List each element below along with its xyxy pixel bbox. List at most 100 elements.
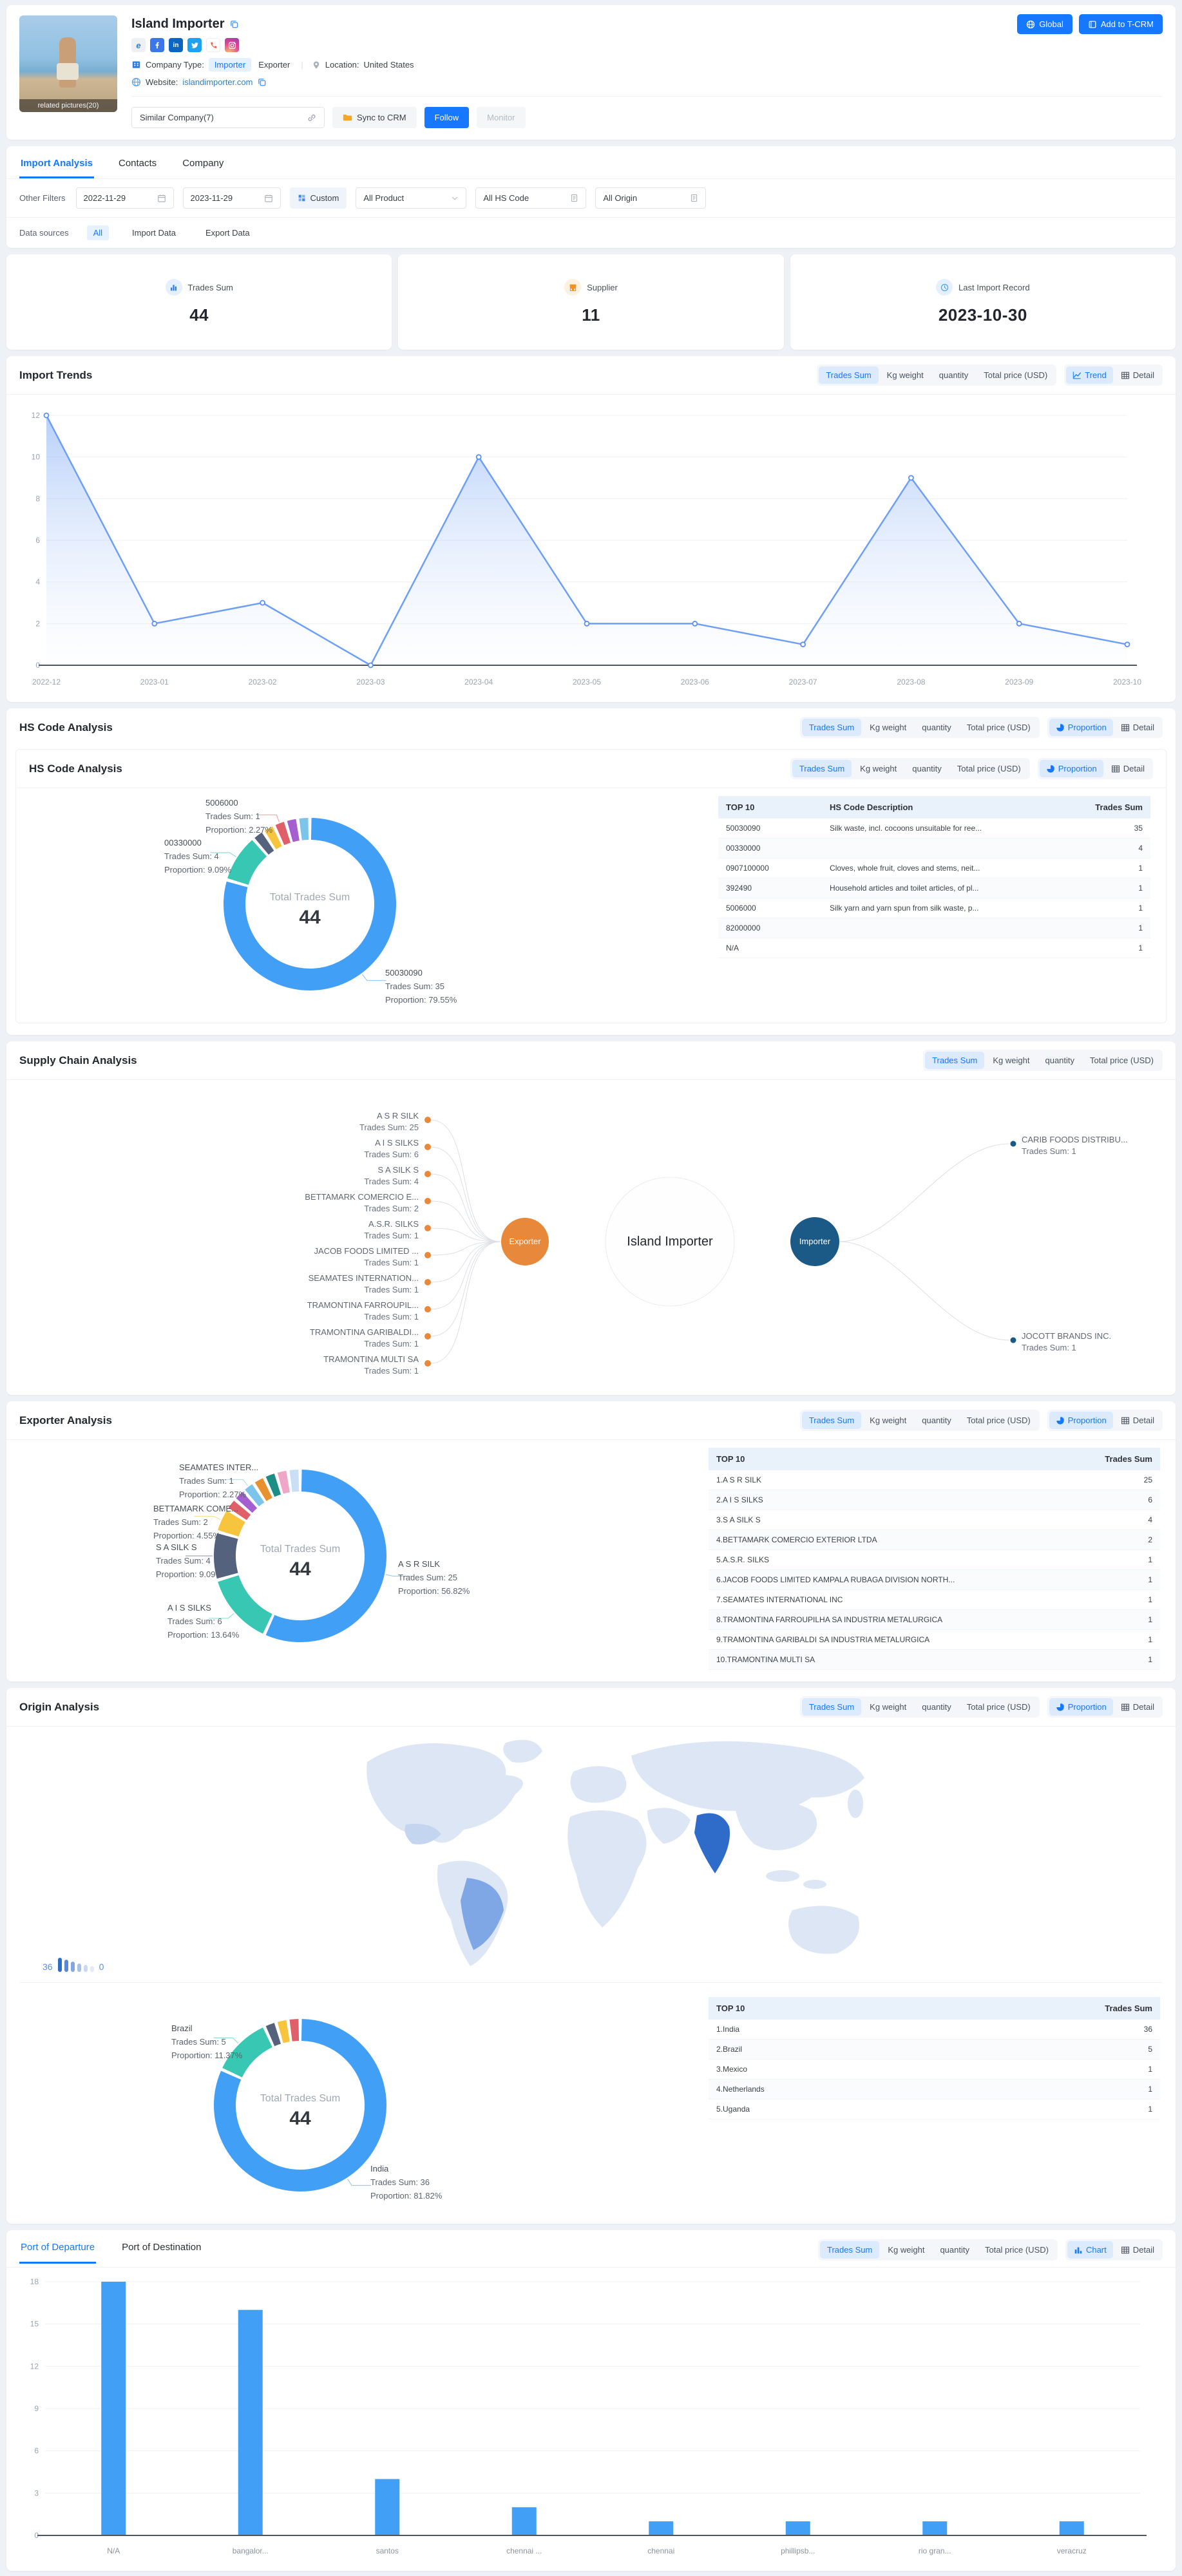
metric-trades-sum[interactable]: Trades Sum xyxy=(801,1698,862,1716)
metric-kg-weight[interactable]: Kg weight xyxy=(853,760,904,777)
metric-total-price-usd-[interactable]: Total price (USD) xyxy=(960,1412,1038,1429)
metric-total-price-usd-[interactable]: Total price (USD) xyxy=(978,2241,1056,2259)
view-toggle-group: Proportion Detail xyxy=(1037,758,1153,779)
phone-icon[interactable] xyxy=(206,38,220,52)
svg-text:8: 8 xyxy=(35,494,40,503)
tab-port-of-destination[interactable]: Port of Destination xyxy=(122,2242,202,2253)
company-photo[interactable]: related pictures(20) xyxy=(19,15,117,112)
related-pictures-caption[interactable]: related pictures(20) xyxy=(19,99,117,112)
metric-total-price-usd-[interactable]: Total price (USD) xyxy=(960,1698,1038,1716)
facebook-icon[interactable] xyxy=(150,38,164,52)
view-detail-button[interactable]: Detail xyxy=(1114,366,1161,384)
donut-label-name: 50030090 xyxy=(385,968,423,978)
copy-icon[interactable] xyxy=(229,19,239,29)
view-toggle-group: Proportion Detail xyxy=(1047,1696,1163,1718)
metric-trades-sum[interactable]: Trades Sum xyxy=(925,1052,985,1069)
metric-quantity[interactable]: quantity xyxy=(933,2241,977,2259)
company-header-main: Island Importer e in Company Type: Import… xyxy=(131,15,1163,128)
view-chart-button[interactable]: Chart xyxy=(1067,2241,1113,2259)
donut-label-proportion: Proportion: 13.64% xyxy=(167,1630,240,1640)
donut-label: SEAMATES INTER... Trades Sum: 1 Proportion… xyxy=(179,1461,258,1501)
view-detail-button[interactable]: Detail xyxy=(1114,719,1161,736)
website-icon[interactable]: e xyxy=(131,38,146,52)
location-pin-icon xyxy=(312,61,321,70)
metric-trades-sum[interactable]: Trades Sum xyxy=(801,719,862,736)
metric-quantity[interactable]: quantity xyxy=(915,1698,958,1716)
detail-icon xyxy=(1121,1703,1130,1712)
donut-label-name: India xyxy=(370,2164,389,2174)
all-product-select[interactable]: All Product xyxy=(356,187,467,209)
source-import-data[interactable]: Import Data xyxy=(132,228,176,238)
all-hs-code-select[interactable]: All HS Code xyxy=(475,187,587,209)
view-trend-button[interactable]: Trend xyxy=(1066,366,1113,384)
view-detail-button[interactable]: Detail xyxy=(1114,1698,1161,1716)
tab-import-analysis[interactable]: Import Analysis xyxy=(19,150,94,178)
metric-total-price-usd-[interactable]: Total price (USD) xyxy=(950,760,1028,777)
global-button[interactable]: Global xyxy=(1017,14,1072,34)
ports-bar-chart: 0 3 6 9 12 15 18 N/A bangalor... santos chennai ..… xyxy=(6,2268,1176,2571)
monitor-button[interactable]: Monitor xyxy=(477,107,526,128)
tab-contacts[interactable]: Contacts xyxy=(118,158,157,169)
metric-kg-weight[interactable]: Kg weight xyxy=(881,2241,931,2259)
source-export-data[interactable]: Export Data xyxy=(205,228,250,238)
instagram-icon[interactable] xyxy=(225,38,239,52)
table-row: 5006000 Silk yarn and yarn spun from silk… xyxy=(718,898,1150,918)
metric-trades-sum[interactable]: Trades Sum xyxy=(819,366,879,384)
tab-company[interactable]: Company xyxy=(182,158,224,169)
metric-kg-weight[interactable]: Kg weight xyxy=(880,366,931,384)
metric-kg-weight[interactable]: Kg weight xyxy=(863,719,913,736)
svg-text:44: 44 xyxy=(289,2108,311,2129)
metric-trades-sum[interactable]: Trades Sum xyxy=(801,1412,862,1429)
metric-quantity[interactable]: quantity xyxy=(905,760,949,777)
store-icon xyxy=(564,279,582,296)
svg-text:CARIB FOODS DISTRIBU...: CARIB FOODS DISTRIBU... xyxy=(1022,1135,1128,1144)
follow-button[interactable]: Follow xyxy=(424,107,470,128)
view-detail-button[interactable]: Detail xyxy=(1105,760,1151,777)
twitter-icon[interactable] xyxy=(187,38,202,52)
source-all[interactable]: All xyxy=(86,225,110,240)
sync-to-crm-button[interactable]: Sync to CRM xyxy=(332,107,417,128)
view-proportion-button[interactable]: Proportion xyxy=(1049,1412,1113,1429)
map-india xyxy=(694,1813,730,1873)
metric-quantity[interactable]: quantity xyxy=(932,366,976,384)
table-row: 2.A I S SILKS 6 xyxy=(709,1490,1160,1510)
custom-range-button[interactable]: Custom xyxy=(289,187,347,209)
metric-quantity[interactable]: quantity xyxy=(1038,1052,1082,1069)
view-proportion-button[interactable]: Proportion xyxy=(1049,1698,1113,1716)
column-header: TOP 10 xyxy=(709,1448,1034,1470)
metric-quantity[interactable]: quantity xyxy=(915,719,958,736)
similar-company-select[interactable]: Similar Company(7) xyxy=(131,107,325,128)
date-to-input[interactable]: 2023-11-29 xyxy=(182,187,281,209)
metric-kg-weight[interactable]: Kg weight xyxy=(986,1052,1036,1069)
metric-total-price-usd-[interactable]: Total price (USD) xyxy=(1083,1052,1161,1069)
photo-person-shorts xyxy=(57,63,79,80)
company-type-importer-tag[interactable]: Importer xyxy=(208,58,252,71)
metric-kg-weight[interactable]: Kg weight xyxy=(863,1698,913,1716)
svg-text:18: 18 xyxy=(30,2277,39,2286)
metric-quantity[interactable]: quantity xyxy=(915,1412,958,1429)
column-header: TOP 10 xyxy=(718,796,823,819)
all-origin-select[interactable]: All Origin xyxy=(595,187,707,209)
table-cell: 3.Mexico xyxy=(709,2059,1034,2079)
company-type-exporter-tag[interactable]: Exporter xyxy=(258,60,291,70)
website-link[interactable]: islandimporter.com xyxy=(182,77,253,87)
metric-trades-sum[interactable]: Trades Sum xyxy=(820,2241,880,2259)
add-to-tcrm-button[interactable]: Add to T-CRM xyxy=(1078,14,1163,34)
metric-trades-sum[interactable]: Trades Sum xyxy=(792,760,852,777)
grid-icon xyxy=(298,194,306,202)
view-proportion-button[interactable]: Proportion xyxy=(1049,719,1113,736)
view-proportion-button[interactable]: Proportion xyxy=(1039,760,1103,777)
date-from-input[interactable]: 2022-11-29 xyxy=(75,187,174,209)
view-detail-button[interactable]: Detail xyxy=(1114,1412,1161,1429)
metric-total-price-usd-[interactable]: Total price (USD) xyxy=(977,366,1054,384)
metric-total-price-usd-[interactable]: Total price (USD) xyxy=(960,719,1038,736)
view-detail-button[interactable]: Detail xyxy=(1114,2241,1161,2259)
copy-icon[interactable] xyxy=(257,77,267,87)
metric-button-group: Trades Sum Kg weight quantity Total price (… xyxy=(799,1410,1040,1431)
metric-kg-weight[interactable]: Kg weight xyxy=(863,1412,913,1429)
linkedin-icon[interactable]: in xyxy=(169,38,183,52)
tab-port-of-departure[interactable]: Port of Departure xyxy=(19,2239,97,2264)
svg-text:Trades Sum: 1: Trades Sum: 1 xyxy=(364,1312,419,1321)
table-row: 4.Netherlands 1 xyxy=(709,2079,1160,2099)
